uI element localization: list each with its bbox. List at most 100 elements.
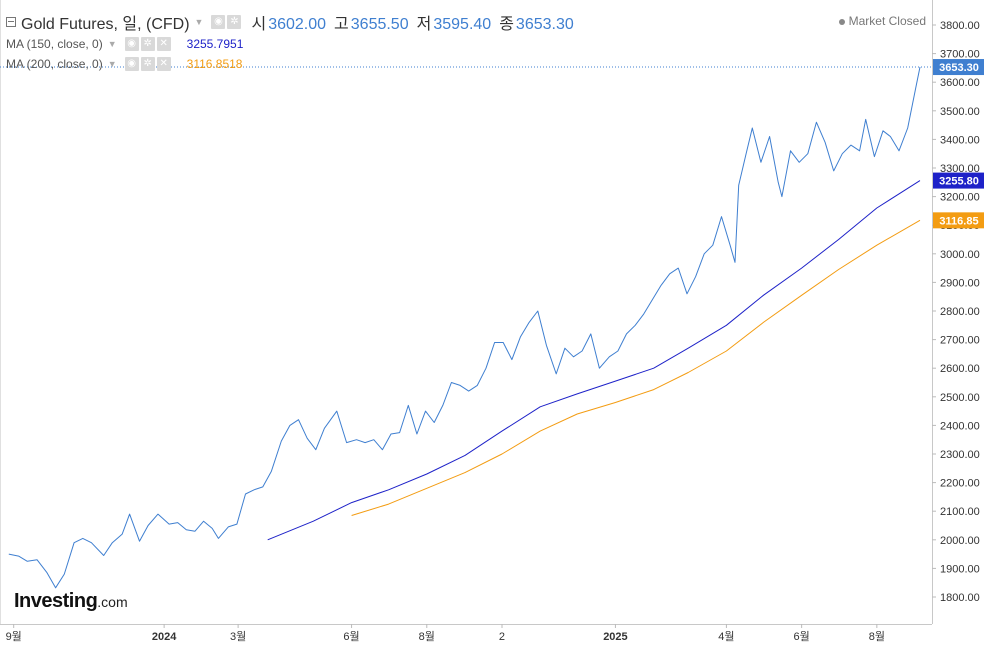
y-axis[interactable]: 1800.00 1900.00 2000.00 2100.00 2200.00 2300.… [932, 20, 980, 604]
data-point[interactable] [25, 559, 30, 564]
data-point[interactable] [724, 349, 729, 354]
data-point[interactable] [544, 343, 549, 348]
data-point[interactable] [918, 218, 923, 223]
data-point[interactable] [538, 429, 543, 434]
data-point[interactable] [156, 512, 161, 517]
data-point[interactable] [296, 417, 301, 422]
data-point[interactable] [562, 346, 567, 351]
data-point[interactable] [667, 271, 672, 276]
data-point[interactable] [518, 334, 523, 339]
data-point[interactable] [538, 404, 543, 409]
data-point[interactable] [799, 293, 804, 298]
data-point[interactable] [823, 140, 828, 145]
data-point[interactable] [693, 274, 698, 279]
data-point[interactable] [386, 502, 391, 507]
data-point[interactable] [175, 520, 180, 525]
data-point[interactable] [554, 371, 559, 376]
data-point[interactable] [613, 400, 618, 405]
data-point[interactable] [676, 266, 681, 271]
gear-icon[interactable]: ✲ [140, 37, 155, 51]
caret-down-icon[interactable]: ▼ [107, 39, 117, 49]
data-point[interactable] [500, 429, 505, 434]
data-point[interactable] [527, 320, 532, 325]
data-point[interactable] [311, 519, 316, 524]
data-point[interactable] [484, 366, 489, 371]
data-point[interactable] [184, 527, 189, 532]
data-point[interactable] [35, 557, 40, 562]
data-point[interactable] [651, 366, 656, 371]
data-point[interactable] [252, 487, 257, 492]
data-point[interactable] [750, 126, 755, 131]
data-point[interactable] [685, 291, 690, 296]
eye-icon[interactable]: ◉ [124, 57, 139, 71]
series-line[interactable] [8, 66, 921, 589]
data-point[interactable] [776, 180, 781, 185]
data-point[interactable] [6, 552, 11, 557]
data-point[interactable] [575, 391, 580, 396]
data-point[interactable] [193, 529, 198, 534]
data-point[interactable] [719, 214, 724, 219]
data-point[interactable] [424, 472, 429, 477]
data-point[interactable] [580, 349, 585, 354]
data-point[interactable] [458, 383, 463, 388]
data-point[interactable] [475, 383, 480, 388]
data-point[interactable] [201, 519, 206, 524]
caret-down-icon[interactable]: ▼ [194, 17, 204, 27]
data-point[interactable] [624, 331, 629, 336]
data-point[interactable] [758, 160, 763, 165]
data-point[interactable] [463, 453, 468, 458]
data-point[interactable] [406, 403, 411, 408]
data-point[interactable] [724, 323, 729, 328]
data-point[interactable] [167, 522, 172, 527]
data-point[interactable] [607, 354, 612, 359]
data-point[interactable] [872, 154, 877, 159]
data-point[interactable] [905, 126, 910, 131]
data-point[interactable] [799, 266, 804, 271]
data-point[interactable] [440, 403, 445, 408]
data-point[interactable] [313, 447, 318, 452]
eye-icon[interactable]: ◉ [211, 15, 226, 29]
data-point[interactable] [210, 526, 215, 531]
data-point[interactable] [349, 500, 354, 505]
data-point[interactable] [423, 409, 428, 414]
data-point[interactable] [702, 251, 707, 256]
data-point[interactable] [840, 151, 845, 156]
data-point[interactable] [72, 540, 77, 545]
data-point[interactable] [110, 540, 115, 545]
data-point[interactable] [571, 354, 576, 359]
data-point[interactable] [728, 243, 733, 248]
data-point[interactable] [322, 426, 327, 431]
data-point[interactable] [234, 522, 239, 527]
data-point[interactable] [863, 117, 868, 122]
data-point[interactable] [779, 194, 784, 199]
data-point[interactable] [492, 340, 497, 345]
data-point[interactable] [881, 128, 886, 133]
data-point[interactable] [650, 297, 655, 302]
data-point[interactable] [226, 524, 231, 529]
data-point[interactable] [269, 469, 274, 474]
data-point[interactable] [659, 283, 664, 288]
data-point[interactable] [397, 430, 402, 435]
data-point[interactable] [767, 134, 772, 139]
data-point[interactable] [761, 320, 766, 325]
data-point[interactable] [466, 389, 471, 394]
data-point[interactable] [535, 309, 540, 314]
data-point[interactable] [501, 340, 506, 345]
data-point[interactable] [414, 432, 419, 437]
data-point[interactable] [797, 160, 802, 165]
data-point[interactable] [380, 447, 385, 452]
data-point[interactable] [814, 120, 819, 125]
data-point[interactable] [260, 484, 265, 489]
series-line[interactable] [267, 180, 921, 541]
data-point[interactable] [334, 409, 339, 414]
data-point[interactable] [641, 311, 646, 316]
data-point[interactable] [305, 436, 310, 441]
data-point[interactable] [857, 148, 862, 153]
data-point[interactable] [509, 357, 514, 362]
data-point[interactable] [137, 539, 142, 544]
indicator-label[interactable]: MA (200, close, 0) [6, 57, 103, 71]
data-point[interactable] [216, 536, 221, 541]
data-point[interactable] [101, 553, 106, 558]
close-icon[interactable]: ✕ [156, 37, 171, 51]
